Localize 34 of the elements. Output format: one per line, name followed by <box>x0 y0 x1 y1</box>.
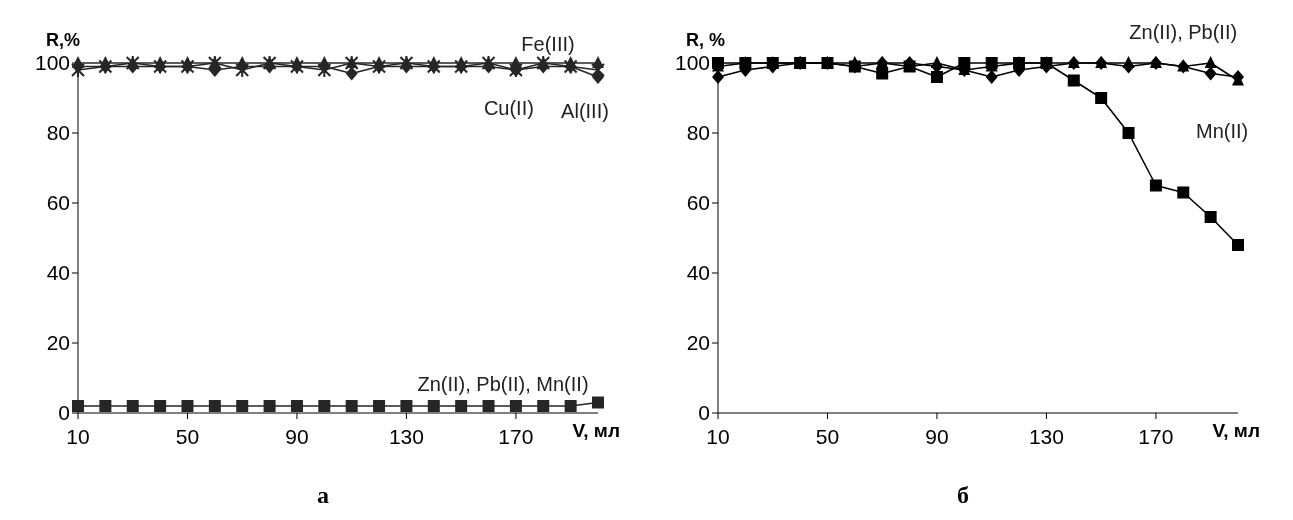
annotation: Zn(II), Pb(II), Mn(II) <box>417 372 589 395</box>
y-axis-title: R,% <box>46 30 81 51</box>
y-tick-label: 40 <box>46 261 70 285</box>
y-tick-label: 100 <box>34 51 70 75</box>
x-tick-label: 130 <box>388 424 424 448</box>
x-tick-label: 170 <box>498 424 534 448</box>
text: а <box>316 482 330 509</box>
x-tick-label: 10 <box>706 424 730 448</box>
y-tick-label: 80 <box>46 121 70 145</box>
x-axis-title: V, мл <box>1212 420 1260 442</box>
x-tick-label: 50 <box>815 424 840 448</box>
x-tick-label: 170 <box>1138 424 1174 448</box>
annotation: Mn(II) <box>1196 120 1249 143</box>
y-tick-label: 60 <box>46 191 70 215</box>
x-axis-title: V, мл <box>572 420 620 442</box>
x-tick-label: 90 <box>285 424 309 448</box>
annotation: Cu(II) <box>483 97 534 119</box>
x-tick-label: 10 <box>66 424 90 448</box>
annotation: Al(III) <box>561 100 609 122</box>
y-tick-label: 0 <box>698 401 710 425</box>
y-tick-label: 100 <box>674 51 710 75</box>
y-tick-label: 20 <box>686 331 710 355</box>
y-tick-label: 80 <box>686 121 710 145</box>
x-tick-label: 130 <box>1028 424 1064 448</box>
y-tick-label: 20 <box>46 331 70 355</box>
text: б <box>956 482 970 509</box>
annotation: Fe(III) <box>521 33 575 55</box>
x-tick-label: 90 <box>925 424 949 448</box>
annotation: Zn(II), Pb(II) <box>1129 21 1238 43</box>
y-tick-label: 60 <box>686 191 710 215</box>
y-tick-label: 0 <box>58 401 70 425</box>
x-tick-label: 50 <box>175 424 200 448</box>
y-axis-title: R, % <box>686 30 726 51</box>
y-tick-label: 40 <box>686 261 710 285</box>
